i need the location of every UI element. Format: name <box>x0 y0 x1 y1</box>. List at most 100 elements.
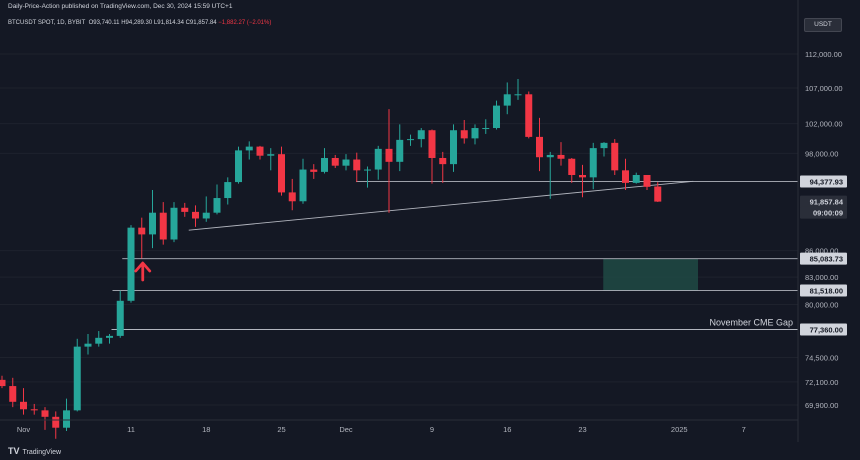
price-tag-current-bg <box>800 195 847 208</box>
price-tick-label: 83,000.00 <box>805 273 838 282</box>
candle-body <box>364 169 371 171</box>
price-tick-label: 86,000.00 <box>805 247 838 256</box>
candle-body <box>579 175 586 178</box>
candle-body <box>374 148 382 170</box>
countdown-tag: 09:00:09 <box>813 209 843 218</box>
candle-body <box>213 198 221 213</box>
price-tag-current: 91,857.84 <box>810 198 844 207</box>
time-tick-label: 9 <box>430 425 434 434</box>
candle-body <box>0 379 6 387</box>
candle-body <box>181 207 189 212</box>
time-tick-label: Nov <box>17 425 31 434</box>
price-tag-94377-bg <box>800 175 847 188</box>
price-tick-label: 74,500.00 <box>805 354 838 363</box>
time-tick-label: 23 <box>578 425 586 434</box>
candle-body <box>396 139 404 162</box>
candle-body <box>73 346 81 411</box>
change-value: −1,882.27 (−2.01%) <box>218 20 272 26</box>
candle-body <box>267 154 275 156</box>
price-tag-81518: 81,518.00 <box>810 287 843 296</box>
candle-body <box>568 158 576 176</box>
low-value: L91,814.34 <box>153 20 184 26</box>
candle-body <box>557 154 565 159</box>
candle-body <box>385 148 393 162</box>
candle-body <box>116 300 124 336</box>
candle-body <box>600 142 608 149</box>
candle-body <box>611 142 619 171</box>
candle-body <box>331 157 339 166</box>
tradingview-logo[interactable]: TV TradingView <box>8 446 61 456</box>
candle-body <box>643 175 651 187</box>
price-tick-label: 102,000.00 <box>805 120 843 129</box>
annotation-layer: November CME Gap <box>134 261 793 328</box>
candle-body <box>192 211 199 219</box>
candle-body <box>20 401 27 410</box>
candle-body <box>622 170 629 183</box>
price-tick-label: 98,000.00 <box>805 149 838 158</box>
tradingview-logo-text: TradingView <box>22 449 62 456</box>
cme-gap-label: November CME Gap <box>709 318 793 328</box>
time-tick-label: 18 <box>202 425 210 434</box>
level-lines-layer <box>111 180 798 330</box>
candle-body <box>310 169 318 172</box>
time-tick-label: 16 <box>503 425 511 434</box>
candle-body <box>353 159 361 171</box>
candle-body <box>202 212 210 219</box>
candle-body <box>654 186 662 202</box>
price-tag-77360: 77,360.00 <box>810 326 843 335</box>
candle-body <box>52 416 60 428</box>
candle-body <box>256 146 264 156</box>
open-value: O93,740.11 <box>88 20 120 26</box>
candle-body <box>439 157 447 165</box>
candle-body <box>245 146 253 151</box>
close-value: C91,857.84 <box>185 20 217 26</box>
price-tag-85083-bg <box>800 252 847 265</box>
candle-body <box>503 94 511 106</box>
candle-body <box>407 139 414 141</box>
candle-body <box>514 94 522 96</box>
time-tick-label: 2025 <box>671 425 688 434</box>
time-tick-label: 25 <box>277 425 285 434</box>
candle-body <box>288 192 296 202</box>
time-tick-label: 11 <box>127 425 135 434</box>
price-tick-label: 80,000.00 <box>805 301 838 310</box>
candle-body <box>9 386 17 402</box>
zone-layer <box>603 258 698 291</box>
candle-body <box>471 128 479 139</box>
footer-bar: TV TradingView <box>0 442 860 460</box>
candle-body <box>450 130 457 165</box>
up-arrow-icon <box>134 261 152 282</box>
candle-body <box>84 343 92 347</box>
published-caption: Daily-Price-Action published on TradingV… <box>8 3 233 10</box>
candle-body <box>482 128 490 130</box>
candle-body <box>321 157 328 172</box>
candle-body <box>30 409 38 411</box>
candle-body <box>632 175 640 183</box>
candle-body <box>278 154 285 193</box>
currency-badge[interactable]: USDT <box>804 18 842 32</box>
grid-layer <box>0 53 798 406</box>
time-axis[interactable]: Nov 11 18 25 Dec 9 16 23 2025 7 <box>0 419 798 434</box>
price-tick-label: 69,900.00 <box>805 401 838 410</box>
candle-body <box>525 94 533 137</box>
price-axis[interactable]: 112,000.00 107,000.00 102,000.00 98,000.00 8… <box>797 0 847 442</box>
candle-body <box>299 169 307 202</box>
candles-layer <box>0 79 662 439</box>
candle-body <box>95 337 103 344</box>
price-tick-label: 112,000.00 <box>805 50 842 59</box>
candle-body <box>106 335 113 338</box>
time-tick-label: 7 <box>742 425 746 434</box>
candle-body <box>546 154 554 158</box>
candle-body <box>224 182 232 199</box>
candle-body <box>493 105 500 129</box>
price-tag-85083: 85,083.73 <box>810 255 843 264</box>
candle-body <box>536 136 543 158</box>
time-tick-label: Dec <box>339 425 353 434</box>
header-bar: Daily-Price-Action published on TradingV… <box>0 0 860 14</box>
ohlc-legend: BTCUSDT SPOT, 1D, BYBIT O93,740.11 H94,2… <box>8 20 271 26</box>
symbol-label[interactable]: BTCUSDT SPOT, 1D, BYBIT <box>8 20 86 26</box>
candle-body <box>41 410 49 417</box>
price-tick-label: 72,100.00 <box>805 378 838 387</box>
